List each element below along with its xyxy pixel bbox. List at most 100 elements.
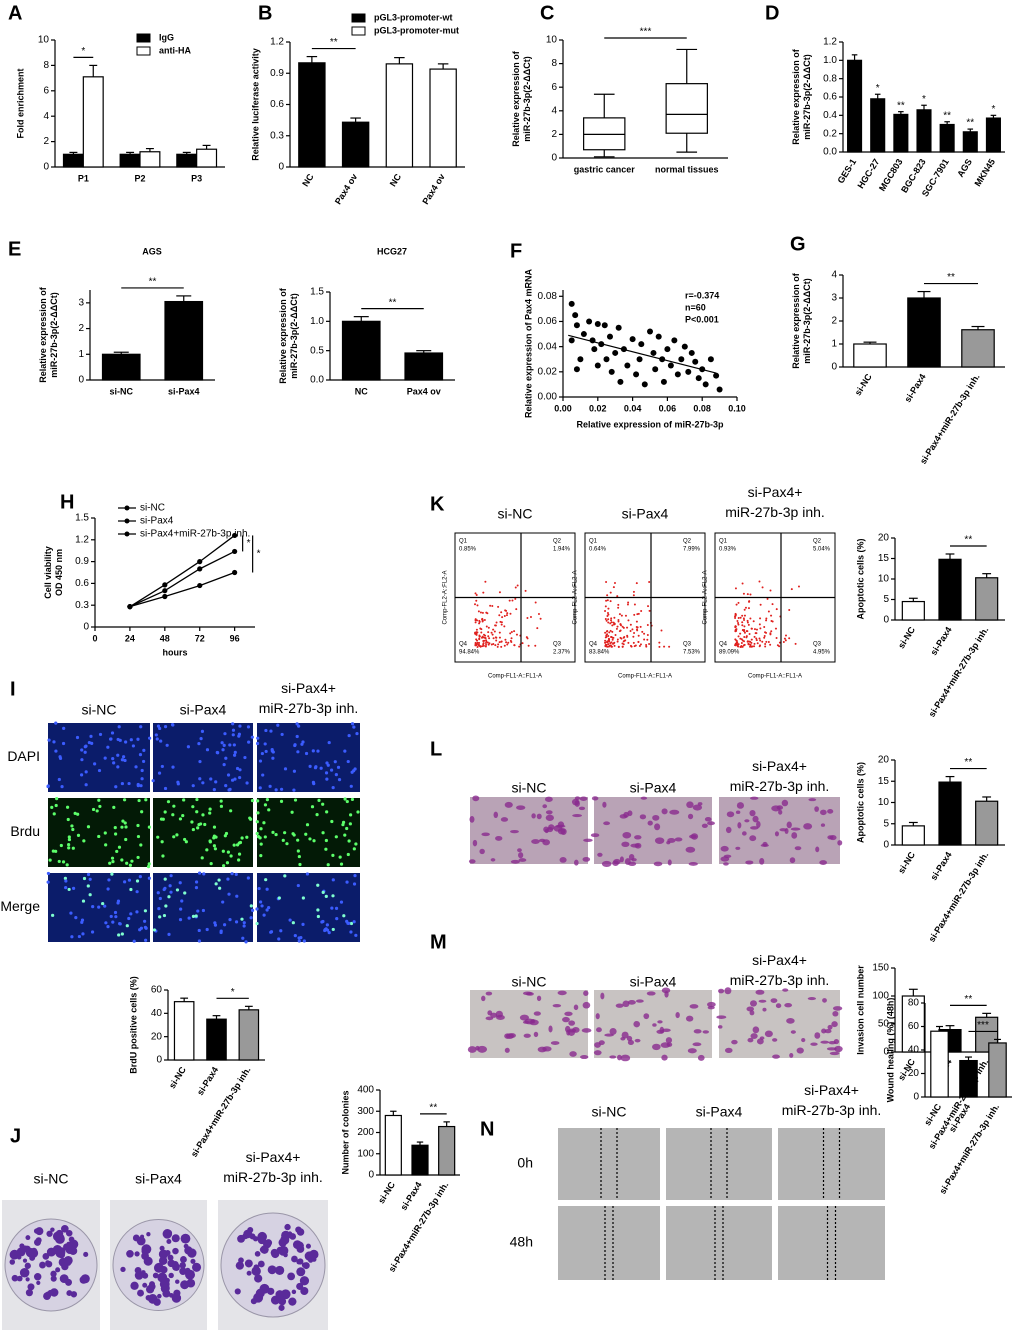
- cell: [228, 918, 232, 922]
- y-axis-label-line: Cell viability: [43, 546, 53, 599]
- bar: [988, 1042, 1007, 1098]
- colony: [307, 1257, 314, 1263]
- stained-cell: [704, 817, 712, 822]
- cell: [304, 751, 309, 756]
- cell: [136, 784, 140, 788]
- cell: [352, 882, 357, 886]
- event: [749, 593, 752, 596]
- event: [506, 643, 509, 646]
- cell: [319, 766, 323, 770]
- cell: [346, 852, 350, 857]
- cell: [214, 780, 218, 784]
- y-tick-label: 1.2: [270, 37, 284, 48]
- colony: [42, 1252, 50, 1260]
- event: [498, 641, 501, 644]
- legend-label: si-NC: [140, 503, 165, 514]
- y-tick-label: 200: [357, 1127, 374, 1138]
- x-tick-label: normal tissues: [655, 164, 719, 174]
- event: [610, 645, 613, 648]
- cell: [325, 777, 329, 781]
- event: [607, 607, 610, 610]
- panel-letter: L: [430, 738, 442, 760]
- quadrant-value: 0.85%: [459, 547, 477, 553]
- event: [537, 613, 540, 616]
- point: [655, 333, 662, 340]
- cell: [46, 871, 51, 876]
- colony: [300, 1286, 309, 1296]
- colony: [275, 1265, 285, 1276]
- stained-cell: [643, 1013, 650, 1020]
- cell: [175, 833, 179, 837]
- cell: [171, 813, 175, 817]
- cell: [190, 820, 194, 824]
- event: [607, 643, 610, 646]
- y-axis-label-line: miR-27b-3p(2-ΔΔCt): [49, 292, 59, 377]
- event: [658, 645, 661, 648]
- event: [616, 638, 619, 641]
- cell: [341, 820, 346, 824]
- y-tick-label: 0: [368, 1170, 374, 1181]
- cell: [232, 753, 237, 757]
- stained-cell: [552, 1004, 562, 1008]
- cell: [116, 737, 120, 742]
- cell: [90, 930, 95, 934]
- micrograph: [153, 723, 253, 792]
- cell: [151, 779, 155, 783]
- y-tick-label: 1: [831, 339, 837, 350]
- event: [771, 603, 774, 606]
- event: [500, 611, 503, 614]
- y-tick-label: 0: [78, 375, 84, 386]
- cell: [147, 825, 151, 829]
- box: [665, 83, 708, 134]
- cell: [345, 919, 349, 924]
- colony: [152, 1272, 159, 1279]
- event: [778, 645, 781, 648]
- stained-cell: [820, 809, 827, 816]
- event: [646, 633, 649, 636]
- stained-cell: [686, 801, 694, 809]
- event: [647, 605, 650, 608]
- cell: [347, 921, 351, 925]
- stained-cell: [752, 1026, 760, 1034]
- cell: [46, 784, 50, 788]
- y-tick-label: 0.3: [270, 130, 284, 141]
- colony: [28, 1248, 39, 1258]
- stained-cell: [685, 846, 696, 853]
- bar: [384, 1114, 402, 1176]
- colony: [179, 1262, 186, 1269]
- cell: [155, 737, 159, 741]
- colony: [238, 1257, 244, 1264]
- panel-letter: M: [430, 931, 447, 953]
- stained-cell: [689, 1004, 699, 1009]
- cell: [355, 731, 359, 736]
- cell: [245, 835, 249, 839]
- legend-marker: [124, 505, 130, 511]
- colony: [130, 1281, 139, 1290]
- event: [607, 613, 610, 616]
- cell: [197, 939, 202, 943]
- colony: [50, 1227, 55, 1232]
- cell: [154, 733, 158, 737]
- event: [478, 644, 481, 647]
- event: [488, 637, 491, 640]
- event: [476, 645, 479, 648]
- colony: [142, 1282, 148, 1288]
- stained-cell: [591, 796, 599, 801]
- cell: [181, 813, 185, 818]
- cell: [138, 752, 143, 757]
- y-tick-label: 400: [357, 1085, 374, 1096]
- cell: [293, 743, 297, 748]
- event: [668, 645, 671, 648]
- cell: [52, 812, 56, 816]
- panel-letter: G: [790, 233, 806, 255]
- significance-label: **: [964, 994, 972, 1005]
- stained-cell: [701, 823, 708, 828]
- event: [764, 631, 767, 634]
- cell: [171, 765, 175, 769]
- stained-cell: [786, 821, 792, 829]
- cell: [67, 842, 71, 847]
- stained-cell: [692, 804, 703, 811]
- column-header-line: miR-27b-3p inh.: [259, 700, 359, 716]
- colony: [289, 1233, 297, 1240]
- cell: [93, 762, 97, 766]
